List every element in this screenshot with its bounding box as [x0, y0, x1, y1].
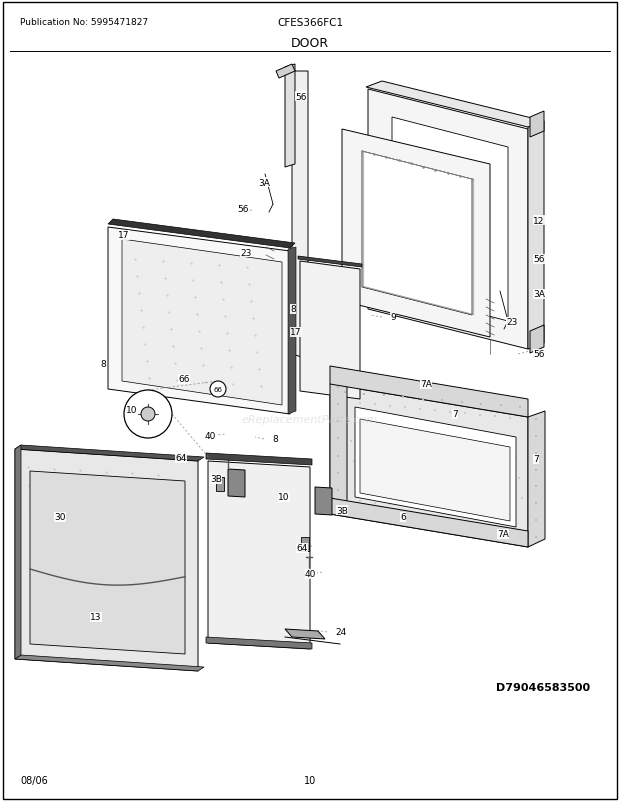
Polygon shape [206, 453, 312, 465]
Text: 56: 56 [295, 92, 306, 101]
Polygon shape [300, 261, 360, 399]
Polygon shape [342, 130, 490, 338]
Circle shape [124, 391, 172, 439]
Polygon shape [15, 655, 204, 671]
Polygon shape [330, 367, 528, 418]
Text: 66: 66 [178, 375, 190, 384]
Text: D79046583500: D79046583500 [496, 683, 590, 692]
Polygon shape [298, 257, 362, 268]
Text: 13: 13 [90, 613, 102, 622]
Polygon shape [528, 122, 544, 350]
Polygon shape [330, 384, 528, 547]
Text: 56: 56 [533, 350, 544, 359]
Polygon shape [330, 498, 528, 547]
Text: 7: 7 [452, 410, 458, 419]
Polygon shape [208, 461, 310, 649]
Text: eReplacementParts.com: eReplacementParts.com [242, 415, 378, 424]
Polygon shape [301, 537, 309, 551]
Polygon shape [315, 488, 332, 516]
Text: 6: 6 [400, 512, 405, 522]
Text: 30: 30 [54, 512, 66, 522]
Polygon shape [530, 326, 544, 354]
Polygon shape [15, 449, 198, 671]
Text: 3B: 3B [336, 506, 348, 515]
Polygon shape [108, 220, 295, 249]
Circle shape [210, 382, 226, 398]
Polygon shape [285, 65, 295, 168]
Text: 3A: 3A [258, 178, 270, 187]
Text: 10: 10 [126, 406, 138, 415]
Text: 24: 24 [335, 628, 346, 637]
Polygon shape [15, 445, 204, 461]
Text: 3B: 3B [210, 475, 222, 484]
Polygon shape [355, 407, 516, 528]
Polygon shape [360, 419, 510, 521]
Polygon shape [530, 111, 544, 138]
Polygon shape [15, 445, 21, 659]
Text: 8: 8 [272, 435, 278, 444]
Text: 40: 40 [205, 432, 216, 441]
Text: 7A: 7A [420, 380, 432, 389]
Text: 7A: 7A [497, 530, 509, 539]
Text: 10: 10 [304, 775, 316, 785]
Polygon shape [392, 118, 508, 322]
Text: 66: 66 [213, 387, 223, 392]
Text: 3A: 3A [533, 290, 545, 299]
Text: 17: 17 [290, 328, 301, 337]
Text: 56: 56 [533, 255, 544, 264]
Polygon shape [288, 248, 296, 415]
Text: 23: 23 [240, 248, 251, 257]
Polygon shape [528, 411, 545, 547]
Text: Publication No: 5995471827: Publication No: 5995471827 [20, 18, 148, 27]
Polygon shape [285, 630, 325, 639]
Polygon shape [292, 72, 308, 359]
Text: 7: 7 [533, 455, 539, 464]
Text: DOOR: DOOR [291, 37, 329, 50]
Text: 17: 17 [118, 231, 130, 241]
Text: 40: 40 [305, 569, 316, 579]
Polygon shape [108, 228, 290, 415]
Text: 23: 23 [506, 318, 517, 327]
Polygon shape [228, 469, 245, 497]
Text: 08/06: 08/06 [20, 775, 48, 785]
Text: 56: 56 [237, 205, 249, 214]
Polygon shape [368, 90, 528, 350]
Text: CFES366FC1: CFES366FC1 [277, 18, 343, 28]
Polygon shape [276, 65, 295, 79]
Polygon shape [366, 82, 544, 128]
Polygon shape [122, 240, 282, 406]
Polygon shape [206, 638, 312, 649]
Text: 10: 10 [278, 493, 290, 502]
Polygon shape [216, 477, 224, 492]
Text: 64: 64 [296, 544, 308, 553]
Text: 9: 9 [390, 313, 396, 322]
Polygon shape [330, 379, 347, 514]
Polygon shape [362, 152, 472, 316]
Text: 8: 8 [290, 305, 296, 314]
Polygon shape [30, 472, 185, 654]
Text: 8: 8 [100, 360, 106, 369]
Text: 12: 12 [533, 217, 544, 225]
Circle shape [141, 407, 155, 422]
Text: 64: 64 [175, 454, 187, 463]
